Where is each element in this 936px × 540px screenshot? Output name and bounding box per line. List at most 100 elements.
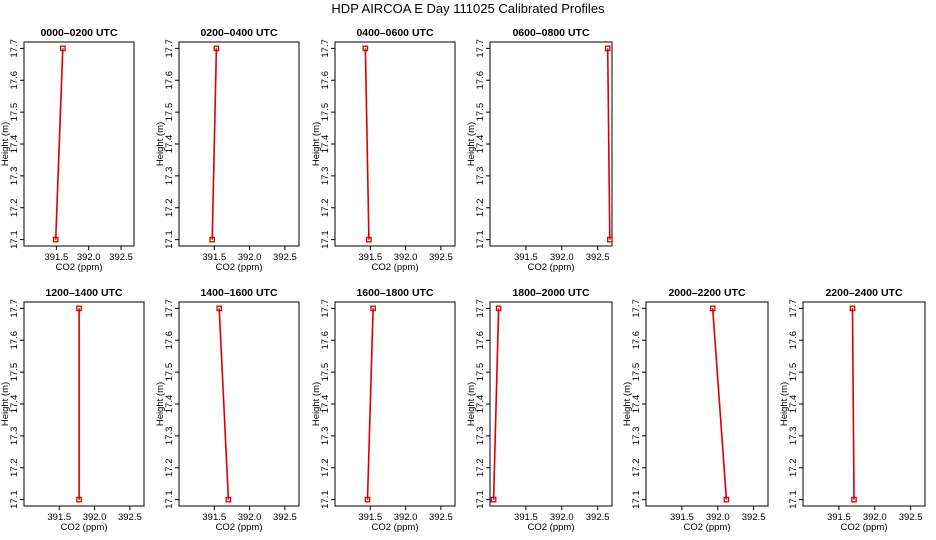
y-axis-label: Height (m) [466,122,477,166]
y-tick-label: 17.6 [788,331,799,350]
profile-panel: 1800–2000 UTC 391.5 392.0 392.5 17.1 17.2 17.3… [466,287,613,533]
x-tick-label: 392.5 [742,512,766,523]
x-tick-label: 392.0 [394,512,418,523]
y-tick-label: 17.7 [320,39,331,58]
x-tick-label: 391.5 [202,512,226,523]
plot-frame [645,301,769,507]
x-tick-label: 392.5 [586,252,610,263]
panel-title: 2000–2200 UTC [668,287,745,299]
x-axis-label: CO2 (ppm) [684,522,731,533]
data-point [370,305,376,312]
profile-line [606,48,611,240]
y-tick-label: 17.5 [475,103,486,122]
x-tick-label: 391.5 [44,252,68,263]
y-tick-label: 17.6 [320,71,331,90]
y-tick-label: 17.7 [9,299,20,318]
y-tick-label: 17.6 [9,331,20,350]
y-tick-label: 17.2 [475,459,486,478]
x-axis-label: CO2 (ppm) [56,262,103,273]
y-axis-label: Height (m) [779,382,790,426]
x-axis-label: CO2 (ppm) [216,522,263,533]
x-tick-label: 391.5 [358,252,382,263]
y-tick-label: 17.6 [164,71,175,90]
data-point [213,45,220,52]
plot-frame [178,41,300,247]
y-tick-label: 17.7 [475,39,486,58]
y-tick-label: 17.6 [475,331,486,350]
y-axis-label: Height (m) [622,382,633,426]
x-axis-label: CO2 (ppm) [372,522,419,533]
y-tick-label: 17.2 [475,199,486,218]
y-axis-label: Height (m) [0,122,11,166]
x-tick-label: 392.5 [586,512,610,523]
x-tick-label: 392.0 [550,252,574,263]
y-tick-label: 17.5 [164,103,175,122]
panel-title: 1600–1800 UTC [356,287,433,299]
x-axis-label: CO2 (ppm) [528,262,575,273]
data-point [216,305,223,312]
y-tick-label: 17.6 [631,331,642,350]
x-tick-label: 392.0 [238,512,262,523]
y-tick-label: 17.3 [9,427,20,446]
data-point [851,496,857,503]
y-tick-label: 17.6 [320,331,331,350]
profile-panel: 2200–2400 UTC 391.5 392.0 392.5 17.1 17.2 17.3… [779,287,926,533]
x-tick-label: 392.0 [863,512,887,523]
plot-frame [489,41,613,247]
y-tick-label: 17.7 [631,299,642,318]
y-tick-label: 17.3 [164,167,175,186]
y-tick-label: 17.5 [320,103,331,122]
y-axis-label: Height (m) [0,382,11,426]
y-tick-label: 17.4 [9,395,20,414]
profile-line [492,308,500,500]
x-tick-label: 392.0 [83,512,107,523]
y-tick-label: 17.3 [164,427,175,446]
y-tick-label: 17.3 [788,427,799,446]
data-point [606,236,613,243]
y-tick-label: 17.4 [9,135,20,154]
y-tick-label: 17.5 [9,363,20,382]
data-point [225,496,232,503]
profile-line [366,308,374,500]
x-axis-label: CO2 (ppm) [372,262,419,273]
profile-line [851,308,855,500]
profile-line [211,48,218,240]
x-tick-label: 392.0 [77,252,101,263]
y-tick-label: 17.4 [631,395,642,414]
profile-panel: 1400–1600 UTC 391.5 392.0 392.5 17.1 17.2 17.3… [155,287,300,533]
x-tick-label: 392.5 [899,512,923,523]
x-axis-label: CO2 (ppm) [528,522,575,533]
y-tick-label: 17.2 [164,199,175,218]
x-tick-label: 391.5 [670,512,694,523]
profile-panel: 0200–0400 UTC 391.5 392.0 392.5 17.1 17.2 17.3… [155,27,300,273]
y-tick-label: 17.4 [475,395,486,414]
y-tick-label: 17.3 [475,427,486,446]
y-tick-label: 17.2 [320,459,331,478]
y-tick-label: 17.5 [788,363,799,382]
data-point [723,496,730,503]
y-tick-label: 17.4 [475,135,486,154]
y-tick-label: 17.5 [9,103,20,122]
y-tick-label: 17.4 [788,395,799,414]
x-tick-label: 391.5 [514,512,538,523]
y-tick-label: 17.7 [320,299,331,318]
y-tick-label: 17.1 [320,230,331,249]
x-tick-label: 391.5 [202,252,226,263]
y-tick-label: 17.4 [320,395,331,414]
plot-frame [23,301,145,507]
data-point [362,45,369,52]
x-tick-label: 392.5 [273,252,297,263]
y-tick-label: 17.6 [475,71,486,90]
profile-panel: 0000–0200 UTC 391.5 392.0 392.5 17.1 17.2 17.3… [0,27,135,273]
x-tick-label: 392.5 [429,252,453,263]
y-tick-label: 17.7 [164,299,175,318]
y-tick-label: 17.5 [164,363,175,382]
y-tick-label: 17.3 [475,167,486,186]
profile-panel: 0400–0600 UTC 391.5 392.0 392.5 17.1 17.2 17.3… [311,27,456,273]
y-tick-label: 17.3 [320,427,331,446]
profile-panel: 0600–0800 UTC 391.5 392.0 392.5 17.1 17.2 17.3… [466,27,613,273]
y-tick-label: 17.2 [788,459,799,478]
data-point [604,45,611,52]
y-tick-label: 17.5 [475,363,486,382]
